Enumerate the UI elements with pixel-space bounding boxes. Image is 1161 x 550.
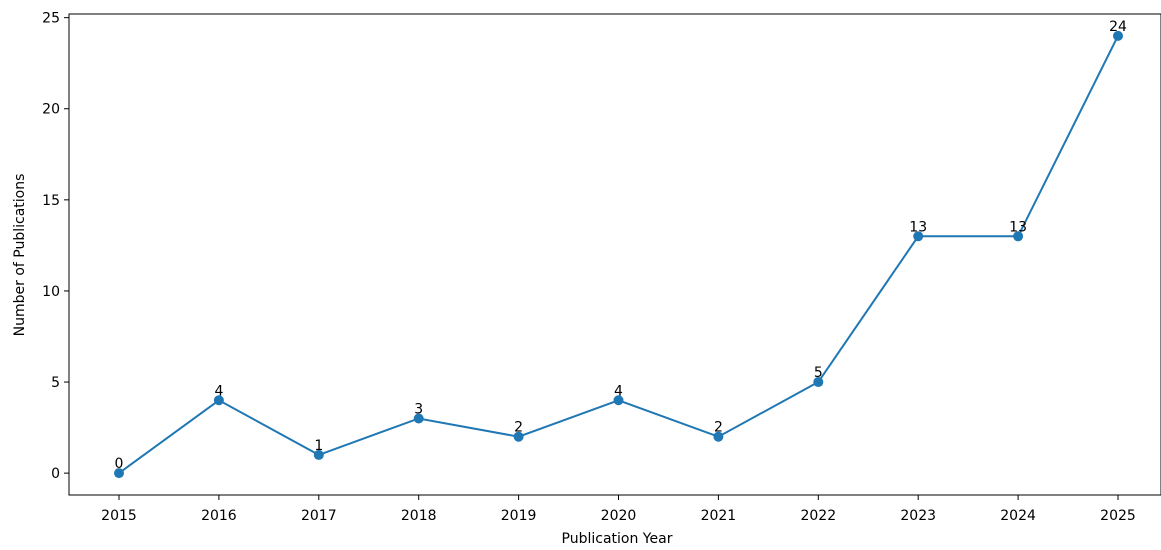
y-tick-label: 5 — [51, 375, 60, 391]
data-label: 3 — [414, 401, 423, 417]
data-point — [913, 231, 924, 242]
data-point — [313, 449, 324, 460]
data-label: 0 — [115, 456, 124, 472]
series-layer — [114, 30, 1123, 479]
data-point — [413, 413, 424, 424]
y-tick-label: 20 — [42, 102, 60, 118]
data-label: 1 — [314, 438, 323, 454]
data-label: 2 — [514, 420, 523, 436]
y-axis-label: Number of Publications — [12, 174, 28, 337]
x-tick-label: 2017 — [301, 508, 337, 524]
data-point — [213, 395, 224, 406]
x-axis-label: Publication Year — [562, 531, 673, 546]
x-tick-label: 2018 — [401, 508, 437, 524]
data-point — [513, 431, 524, 442]
plot-frame — [68, 13, 1161, 496]
y-tick-label: 0 — [51, 466, 60, 482]
data-label: 4 — [214, 383, 223, 399]
x-tick-label: 2024 — [1000, 508, 1036, 524]
data-label: 2 — [714, 420, 723, 436]
series-line — [118, 35, 1119, 474]
x-tick-label: 2023 — [900, 508, 936, 524]
data-point — [613, 395, 624, 406]
data-point — [1013, 231, 1024, 242]
x-tick-label: 2025 — [1100, 508, 1136, 524]
x-tick-label: 2019 — [501, 508, 537, 524]
y-tick-label: 15 — [42, 193, 60, 209]
x-tick-label: 2020 — [601, 508, 637, 524]
y-tick-label: 25 — [42, 11, 60, 27]
data-point — [813, 377, 824, 388]
y-tick-label: 10 — [42, 284, 60, 300]
data-label: 5 — [814, 365, 823, 381]
data-point — [1113, 30, 1123, 41]
data-point — [114, 468, 124, 479]
x-tick-label: 2021 — [701, 508, 737, 524]
data-point — [713, 431, 724, 442]
x-tick-label: 2022 — [800, 508, 836, 524]
data-label: 4 — [614, 383, 623, 399]
data-label: 13 — [909, 219, 927, 235]
x-tick-label: 2015 — [101, 508, 137, 524]
data-label: 24 — [1109, 19, 1127, 35]
x-tick-label: 2016 — [201, 508, 237, 524]
axes-layer: 2015 2016 2017 2018 2019 2020 2021 2022 2023 2024… — [42, 11, 1161, 524]
data-label: 13 — [1009, 219, 1027, 235]
